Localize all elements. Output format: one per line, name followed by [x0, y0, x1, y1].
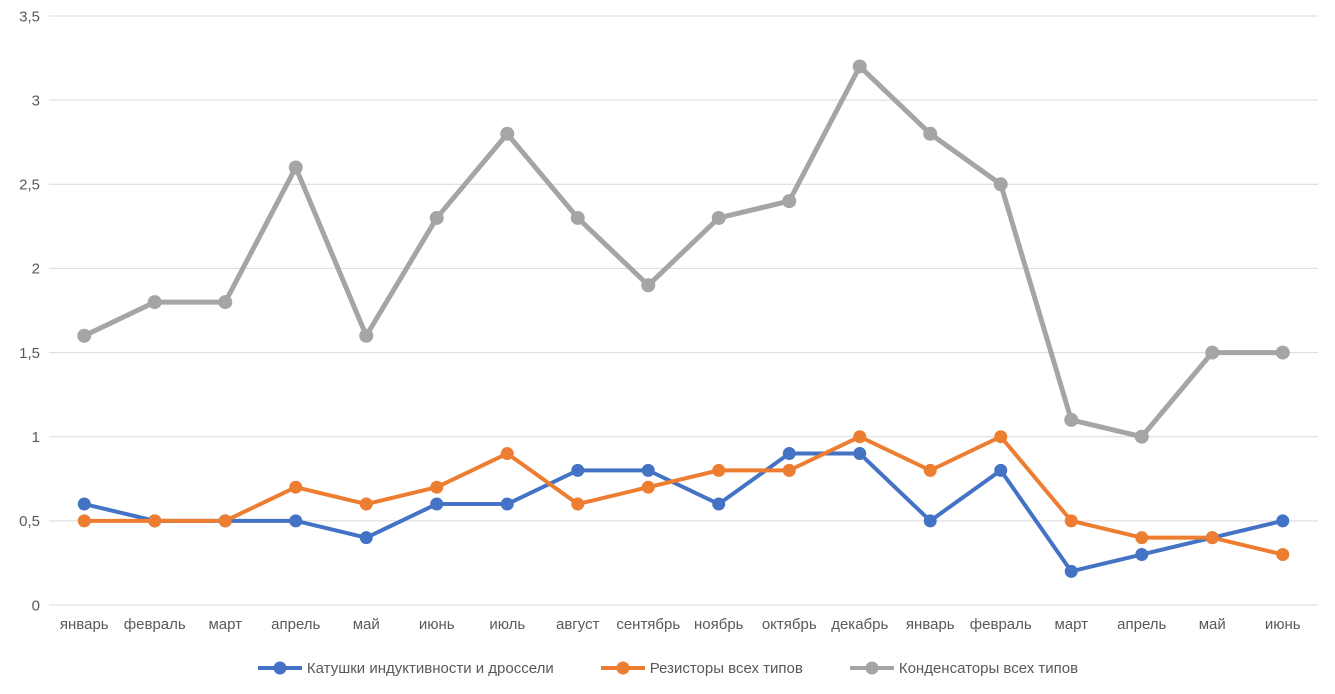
legend-marker-icon [849, 661, 894, 675]
data-point-marker [1135, 531, 1149, 545]
data-point-marker [712, 497, 726, 511]
data-point-marker [571, 497, 585, 511]
legend-marker-icon [600, 661, 645, 675]
x-axis-tick-label: февраль [124, 616, 186, 633]
x-axis-tick-label: июль [489, 616, 525, 633]
x-axis-tick-label: сентябрь [616, 616, 680, 633]
data-point-marker [77, 328, 92, 343]
data-point-marker [570, 210, 585, 225]
x-axis-tick-label: июнь [419, 616, 455, 633]
data-point-marker [1064, 564, 1078, 578]
series-line [81, 63, 1286, 440]
data-point-marker [1064, 514, 1078, 528]
series-line [82, 451, 1285, 574]
x-axis-tick-label: июнь [1265, 616, 1301, 633]
x-axis-tick-label: май [353, 616, 380, 633]
data-point-marker [148, 514, 162, 528]
data-point-marker [853, 447, 867, 461]
y-axis-tick-label: 2,5 [19, 177, 40, 194]
data-point-marker [923, 463, 937, 477]
x-axis-tick-label: декабрь [831, 616, 888, 633]
legend-marker-icon [257, 661, 302, 675]
data-point-marker [641, 278, 656, 293]
series-0 [77, 447, 1290, 578]
x-axis-tick-label: ноябрь [694, 616, 744, 633]
data-point-marker [218, 514, 232, 528]
data-point-marker [147, 295, 162, 310]
gridlines [49, 15, 1318, 606]
series-2 [77, 59, 1290, 444]
y-axis-tick-label: 2 [32, 261, 40, 278]
data-point-marker [641, 480, 655, 494]
data-point-marker [77, 514, 91, 528]
data-point-marker [994, 430, 1008, 444]
x-axis-tick-label: апрель [1117, 616, 1166, 633]
data-point-marker [359, 531, 373, 545]
y-axis-tick-label: 1 [32, 429, 40, 446]
data-point-marker [923, 514, 937, 528]
data-point-marker [571, 463, 585, 477]
x-axis-tick-label: январь [60, 616, 109, 633]
y-axis-tick-label: 1,5 [19, 345, 40, 362]
legend-item-2: Конденсаторы всех типов [849, 660, 1078, 677]
legend-label: Катушки индуктивности и дроссели [306, 659, 554, 677]
x-axis-tick-label: август [556, 616, 600, 633]
data-point-marker [430, 480, 444, 494]
data-point-marker [500, 497, 514, 511]
data-point-marker [712, 463, 726, 477]
data-point-marker [1275, 345, 1290, 360]
data-point-marker [852, 59, 867, 74]
y-axis-tick-labels: 0 0,5 1 1,5 2 2,5 3 3,5 [19, 8, 40, 614]
data-point-marker [77, 497, 91, 511]
data-point-marker [1276, 548, 1290, 562]
data-point-marker [359, 328, 374, 343]
y-axis-tick-label: 3,5 [19, 8, 40, 25]
plot-area: 0 0,5 1 1,5 2 2,5 3 3,5 январь февраль март апрель м… [19, 8, 1318, 633]
y-axis-tick-label: 0,5 [19, 513, 40, 530]
data-point-marker [288, 160, 303, 175]
legend-label: Резисторы всех типов [649, 659, 803, 677]
data-point-marker [500, 126, 515, 141]
x-axis-tick-label: октябрь [762, 616, 817, 633]
data-point-marker [289, 514, 303, 528]
chart-legend: Катушки индуктивности и дроссели Резистор… [0, 652, 1335, 684]
legend-item-0: Катушки индуктивности и дроссели [257, 660, 554, 677]
data-point-marker [429, 210, 444, 225]
data-point-marker [359, 497, 373, 511]
x-axis-tick-label: март [1054, 616, 1088, 633]
x-axis-tick-label: февраль [970, 616, 1032, 633]
x-axis-tick-label: апрель [271, 616, 320, 633]
y-axis-tick-label: 3 [32, 92, 40, 109]
data-point-marker [1276, 514, 1290, 528]
data-point-marker [500, 447, 514, 461]
data-point-marker [993, 177, 1008, 192]
data-point-marker [1134, 429, 1149, 444]
data-point-marker [1135, 548, 1149, 562]
data-point-marker [994, 463, 1008, 477]
data-point-marker [218, 295, 233, 310]
data-point-marker [782, 447, 796, 461]
series-1 [77, 430, 1290, 562]
data-point-marker [1205, 531, 1219, 545]
data-point-marker [853, 430, 867, 444]
legend-label: Конденсаторы всех типов [898, 659, 1079, 677]
legend-item-1: Резисторы всех типов [600, 660, 803, 677]
data-point-marker [1064, 412, 1079, 427]
data-point-marker [923, 126, 938, 141]
x-axis-tick-label: май [1199, 616, 1226, 633]
series-line [82, 434, 1285, 557]
data-point-marker [782, 194, 797, 209]
data-point-marker [782, 463, 796, 477]
data-point-marker [641, 463, 655, 477]
x-axis-tick-label: январь [906, 616, 955, 633]
data-point-marker [711, 210, 726, 225]
x-axis-tick-label: март [208, 616, 242, 633]
x-axis-tick-labels: январь февраль март апрель май июнь июль август… [60, 616, 1301, 633]
data-point-marker [289, 480, 303, 494]
data-point-marker [430, 497, 444, 511]
data-point-marker [1205, 345, 1220, 360]
y-axis-tick-label: 0 [32, 597, 40, 614]
